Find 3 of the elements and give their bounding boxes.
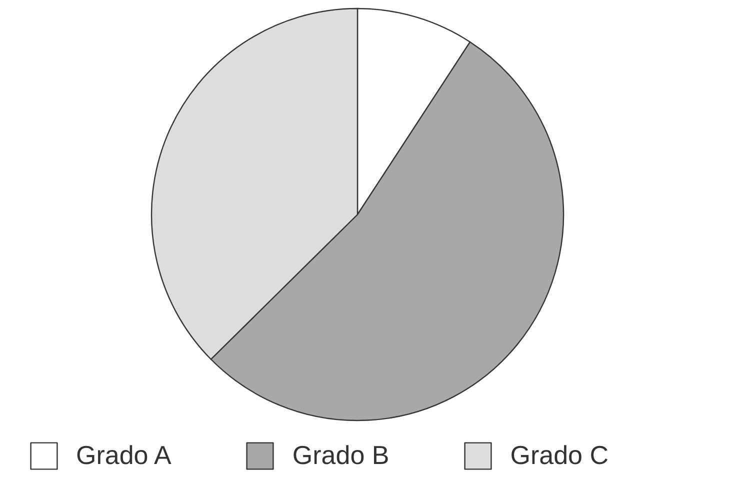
legend-label: Grado C	[510, 439, 608, 472]
legend-label: Grado B	[292, 439, 390, 472]
legend-label: Grado A	[76, 439, 172, 472]
